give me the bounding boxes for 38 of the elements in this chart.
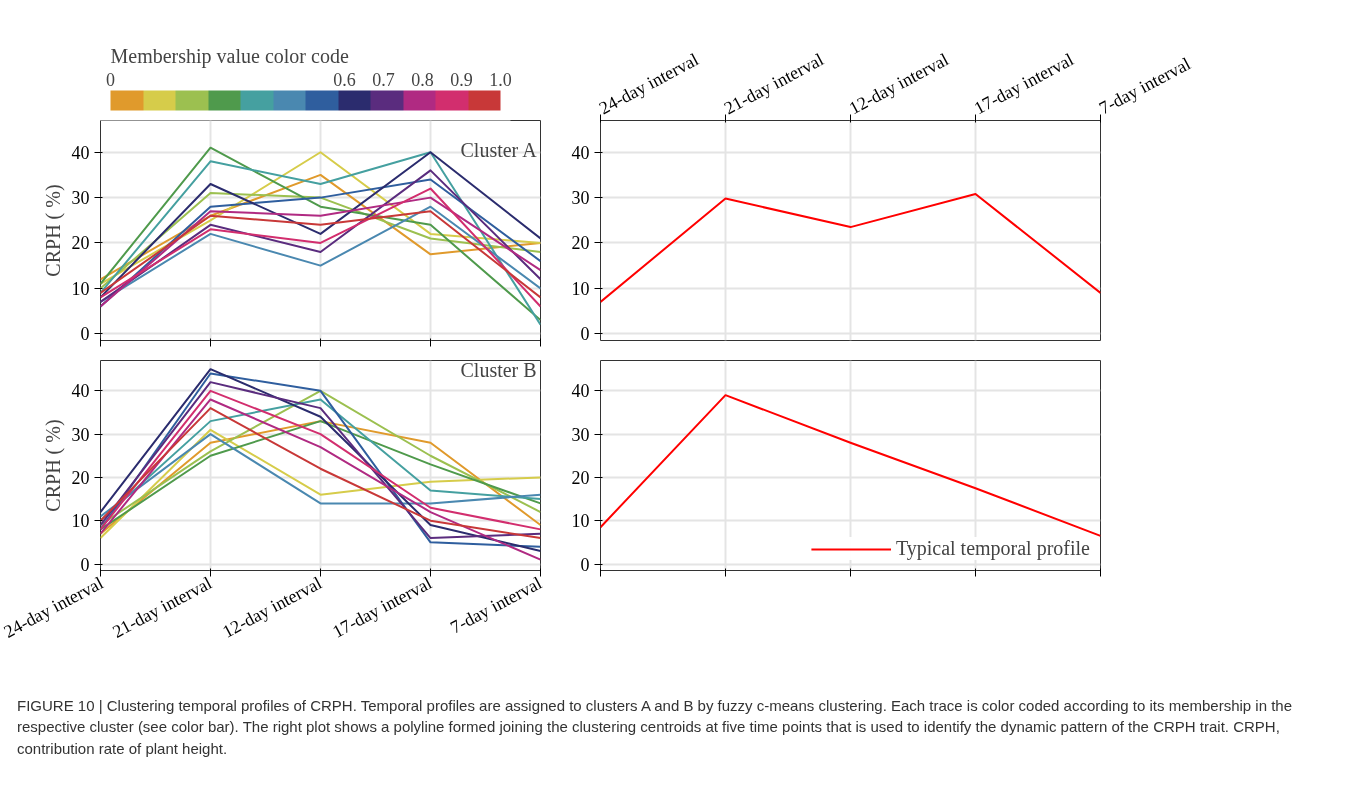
color-bar-label: 0.9 xyxy=(450,69,473,90)
y-tick-label: 20 xyxy=(571,233,590,254)
y-tick-label: 0 xyxy=(580,554,590,575)
y-tick-label: 30 xyxy=(71,424,90,445)
y-tick-label: 10 xyxy=(71,511,90,532)
y-axis-title: CRPH ( %) xyxy=(41,419,65,512)
y-tick-label: 10 xyxy=(571,278,590,299)
y-axis-title: CRPH ( %) xyxy=(41,184,65,277)
annotation: Cluster B xyxy=(460,358,537,381)
color-bar-title: Membership value color code xyxy=(110,44,349,68)
color-bar-label: 0 xyxy=(106,69,115,90)
color-bar-label: 0.8 xyxy=(411,69,434,90)
y-tick-label: 40 xyxy=(571,142,590,163)
y-tick-label: 40 xyxy=(71,142,90,163)
annotation: Cluster A xyxy=(460,138,538,161)
y-tick-label: 20 xyxy=(571,467,590,488)
color-bar-label: 0.7 xyxy=(372,69,395,90)
y-tick-label: 40 xyxy=(71,381,90,402)
y-tick-label: 30 xyxy=(71,188,90,209)
y-tick-label: 40 xyxy=(571,381,590,402)
line-series xyxy=(600,192,1101,303)
color-bar-label: 1.0 xyxy=(489,69,512,90)
line-series xyxy=(100,398,541,561)
y-tick-label: 10 xyxy=(71,278,90,299)
y-tick-label: 20 xyxy=(71,233,90,254)
y-tick-label: 0 xyxy=(80,324,90,345)
line-series xyxy=(100,192,541,290)
line-series xyxy=(600,394,1101,537)
y-tick-label: 20 xyxy=(71,467,90,488)
y-tick-label: 10 xyxy=(571,511,590,532)
y-tick-label: 30 xyxy=(571,424,590,445)
color-bar-label: 0.6 xyxy=(333,69,356,90)
y-tick-label: 30 xyxy=(571,188,590,209)
legend-label: Typical temporal profile xyxy=(895,537,1090,560)
caption: FIGURE 10 | Clustering temporal profiles of CRPH. Temporal profiles are assigned to clusters A and B by fuzzy c-means clustering. Each trace is color coded according to its membership in the respective cluster (see color bar). The right plot shows a polyline formed joining the clustering centroids at five time points that is used to identify the dynamic pattern of the CRPH trait. CRPH, contribution rate of plant height. xyxy=(17,696,1294,759)
y-tick-label: 0 xyxy=(580,324,590,345)
y-tick-label: 0 xyxy=(80,554,90,575)
line-series xyxy=(100,433,541,518)
